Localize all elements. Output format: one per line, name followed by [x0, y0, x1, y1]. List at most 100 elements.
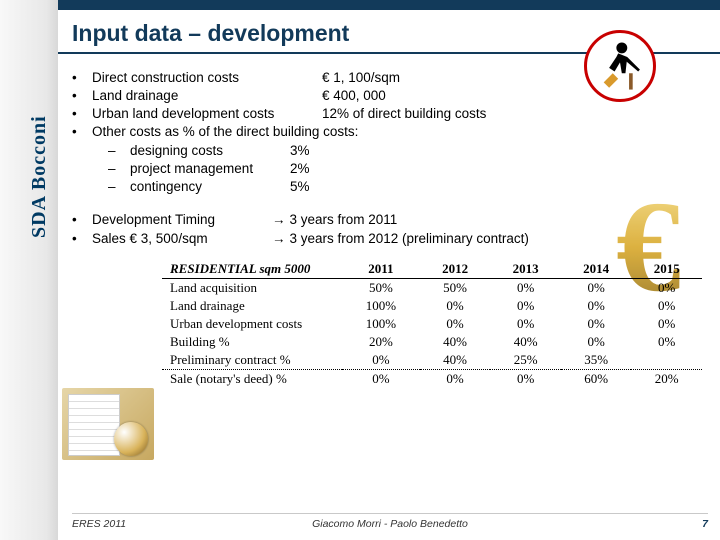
table-cell: 50% [342, 279, 420, 298]
bullet-row: • Land drainage € 400, 000 [72, 88, 708, 103]
bullet-icon: • [72, 231, 92, 246]
row-label: Direct construction costs [92, 70, 322, 85]
table-row: Land acquisition50%50%0%0%0% [162, 279, 702, 298]
sub-list: – designing costs 3% – project managemen… [108, 143, 708, 194]
table-cell: 0% [490, 315, 561, 333]
top-bar [0, 0, 720, 10]
sub-value: 3% [290, 143, 708, 158]
dash-icon: – [108, 161, 130, 176]
table-header: 2012 [420, 260, 491, 279]
table-header: 2014 [561, 260, 632, 279]
footer: ERES 2011 Giacomo Morri - Paolo Benedett… [72, 513, 708, 530]
dash-icon: – [108, 179, 130, 194]
table-cell: 0% [631, 279, 702, 298]
row-label: Sales € 3, 500/sqm [92, 231, 272, 246]
arrow-icon: → [272, 231, 286, 246]
schedule-table: RESIDENTIAL sqm 5000 2011 2012 2013 2014… [162, 260, 708, 388]
table-cell: 0% [420, 315, 491, 333]
top-gap [0, 10, 720, 18]
table-header: 2015 [631, 260, 702, 279]
sidebar: SDA Bocconi [0, 0, 58, 540]
bullet-icon: • [72, 124, 92, 139]
bullet-row: • Development Timing → 3 years from 2011 [72, 212, 708, 227]
table-row-label: Urban development costs [162, 315, 342, 333]
row-value: 3 years from 2011 [290, 212, 398, 227]
sub-label: designing costs [130, 143, 290, 158]
block1: • Direct construction costs € 1, 100/sqm… [72, 70, 708, 194]
table-cell: 20% [631, 370, 702, 389]
row-label: Development Timing [92, 212, 272, 227]
bullet-row: • Sales € 3, 500/sqm → 3 years from 2012… [72, 231, 708, 246]
table-row: Land drainage100%0%0%0%0% [162, 297, 702, 315]
table-cell: 50% [420, 279, 491, 298]
table-cell: 0% [490, 279, 561, 298]
row-label: Urban land development costs [92, 106, 322, 121]
table-cell: 35% [561, 351, 632, 370]
table-cell: 60% [561, 370, 632, 389]
table-row: Building %20%40%40%0%0% [162, 333, 702, 351]
table-row: Urban development costs100%0%0%0%0% [162, 315, 702, 333]
sub-row: – contingency 5% [108, 179, 708, 194]
table-cell: 0% [631, 333, 702, 351]
table-cell: 0% [490, 297, 561, 315]
dash-icon: – [108, 143, 130, 158]
table-cell: 0% [342, 370, 420, 389]
bullet-row: • Urban land development costs 12% of di… [72, 106, 708, 121]
table-cell: 100% [342, 315, 420, 333]
sub-label: contingency [130, 179, 290, 194]
row-value-wrap: → 3 years from 2012 (preliminary contrac… [272, 231, 529, 246]
sub-value: 5% [290, 179, 708, 194]
row-value: 3 years from 2012 (preliminary contract) [290, 231, 529, 246]
sub-value: 2% [290, 161, 708, 176]
table-cell: 40% [490, 333, 561, 351]
footer-center: Giacomo Morri - Paolo Benedetto [72, 518, 708, 530]
table-row-label: Land drainage [162, 297, 342, 315]
table-row-label: Sale (notary's deed) % [162, 370, 342, 389]
row-value: € 400, 000 [322, 88, 708, 103]
table-header: 2013 [490, 260, 561, 279]
table-header-row: RESIDENTIAL sqm 5000 2011 2012 2013 2014… [162, 260, 702, 279]
sub-row: – designing costs 3% [108, 143, 708, 158]
bullet-row: • Direct construction costs € 1, 100/sqm [72, 70, 708, 85]
row-label: Other costs as % of the direct building … [92, 124, 358, 139]
row-value-wrap: → 3 years from 2011 [272, 212, 397, 227]
content: • Direct construction costs € 1, 100/sqm… [72, 70, 708, 388]
table-cell: 25% [490, 351, 561, 370]
bullet-icon: • [72, 88, 92, 103]
table-cell: 100% [342, 297, 420, 315]
table-cell: 0% [631, 297, 702, 315]
row-value: € 1, 100/sqm [322, 70, 708, 85]
table-row: Preliminary contract %0%40%25%35% [162, 351, 702, 370]
sub-label: project management [130, 161, 290, 176]
table-cell [631, 351, 702, 370]
calendar-watch-photo [62, 388, 154, 460]
bullet-icon: • [72, 212, 92, 227]
table-row-label: Land acquisition [162, 279, 342, 298]
table-cell: 0% [561, 297, 632, 315]
table-cell: 0% [561, 315, 632, 333]
sub-row: – project management 2% [108, 161, 708, 176]
table-cell: 0% [420, 297, 491, 315]
table-cell: 20% [342, 333, 420, 351]
table-row-label: Preliminary contract % [162, 351, 342, 370]
row-label: Land drainage [92, 88, 322, 103]
block2: • Development Timing → 3 years from 2011… [72, 212, 708, 246]
table-cell: 40% [420, 351, 491, 370]
table-cell: 0% [490, 370, 561, 389]
arrow-icon: → [272, 212, 286, 227]
table-header: 2011 [342, 260, 420, 279]
bullet-icon: • [72, 106, 92, 121]
row-value: 12% of direct building costs [322, 106, 708, 121]
table-header: RESIDENTIAL sqm 5000 [162, 260, 342, 279]
table-row-label: Building % [162, 333, 342, 351]
table-cell: 0% [420, 370, 491, 389]
table-cell: 0% [342, 351, 420, 370]
table-cell: 0% [561, 279, 632, 298]
table-row: Sale (notary's deed) %0%0%0%60%20% [162, 370, 702, 389]
bullet-row: • Other costs as % of the direct buildin… [72, 124, 708, 139]
sidebar-logo: SDA Bocconi [28, 115, 51, 238]
table-cell: 0% [631, 315, 702, 333]
bullet-icon: • [72, 70, 92, 85]
table-cell: 40% [420, 333, 491, 351]
table-cell: 0% [561, 333, 632, 351]
